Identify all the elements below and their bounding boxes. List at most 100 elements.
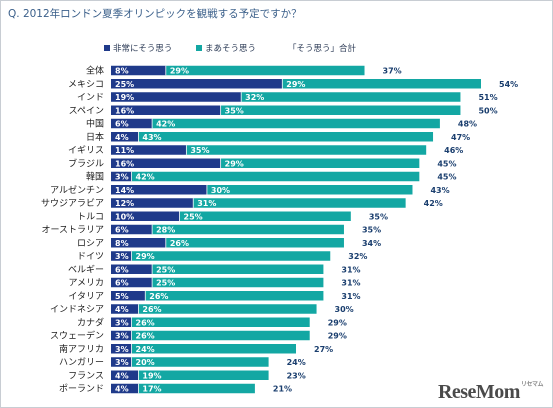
value-label-moderate: 42% (156, 120, 175, 129)
legend-swatch-moderate (196, 45, 202, 51)
bar-moderate (131, 344, 296, 354)
value-label-moderate: 29% (136, 252, 155, 261)
value-label-total: 45% (437, 173, 456, 182)
category-label: ドイツ (77, 252, 104, 262)
value-label-moderate: 32% (245, 93, 264, 102)
category-label: ベルギー (68, 264, 104, 275)
legend-label-strong: 非常にそう思う (113, 44, 173, 54)
value-label-moderate: 19% (142, 371, 161, 380)
value-label-total: 46% (444, 146, 463, 155)
bar-moderate (152, 264, 324, 274)
bar-strong (111, 132, 139, 142)
value-label-moderate: 35% (190, 146, 209, 155)
value-label-total: 50% (478, 106, 497, 115)
value-label-total: 31% (341, 292, 360, 301)
value-label-total: 51% (478, 93, 497, 102)
bar-strong (111, 357, 132, 367)
value-label-strong: 3% (115, 345, 129, 354)
bar-strong (111, 65, 166, 76)
bar-strong (111, 211, 180, 221)
legend: 非常にそう思う まあそう思う 「そう思う」合計 (0, 0, 553, 60)
value-label-moderate: 25% (156, 279, 175, 288)
value-label-strong: 3% (115, 358, 129, 367)
value-label-strong: 3% (115, 173, 129, 182)
category-label: 全体 (86, 65, 104, 77)
bar-strong (111, 185, 207, 195)
value-label-moderate: 26% (142, 305, 161, 314)
bar-moderate (131, 357, 269, 367)
category-label: サウジアラビア (41, 198, 104, 209)
bar-strong (111, 92, 242, 102)
bar-moderate (152, 277, 324, 288)
category-label: スウェーデン (50, 330, 104, 342)
resemom-logo: ReseMomリセマム (438, 381, 544, 404)
value-label-total: 29% (328, 332, 347, 341)
category-label: アメリカ (68, 278, 104, 289)
value-label-moderate: 29% (286, 80, 305, 89)
value-label-strong: 3% (115, 252, 129, 261)
category-label: 韓国 (86, 172, 104, 183)
value-label-strong: 3% (115, 318, 129, 327)
value-label-total: 48% (458, 120, 477, 129)
category-label: イギリス (68, 145, 104, 156)
value-label-total: 27% (314, 345, 333, 354)
category-label: ブラジル (68, 157, 104, 169)
value-label-strong: 14% (115, 186, 134, 195)
value-label-moderate: 24% (136, 345, 155, 354)
value-label-total: 30% (335, 305, 354, 314)
bar-strong (111, 145, 187, 155)
value-label-strong: 11% (115, 146, 134, 155)
legend-label-total: 「そう思う」合計 (288, 44, 357, 54)
bar-strong (111, 291, 146, 301)
value-label-total: 37% (383, 67, 402, 76)
value-label-strong: 4% (115, 385, 129, 394)
bar-strong (111, 330, 132, 341)
value-label-moderate: 26% (149, 292, 168, 301)
category-label: 中国 (86, 118, 104, 130)
value-label-moderate: 29% (170, 67, 189, 76)
bar-moderate (138, 370, 269, 380)
category-label: フランス (68, 370, 104, 381)
bar-strong (111, 304, 139, 314)
bar-strong (111, 251, 132, 261)
value-label-total: 34% (362, 239, 381, 248)
bar-moderate (193, 198, 406, 208)
value-label-strong: 3% (115, 332, 129, 341)
bar-moderate (152, 118, 440, 129)
bar-moderate (138, 383, 255, 394)
bar-moderate (206, 185, 413, 195)
bar-moderate (152, 224, 344, 235)
bar-moderate (138, 304, 317, 314)
category-label: カナダ (77, 316, 104, 328)
bar-strong (111, 238, 166, 248)
value-label-total: 31% (341, 279, 360, 288)
value-label-strong: 4% (115, 133, 129, 142)
bar-strong (111, 105, 221, 115)
bar-moderate (165, 238, 344, 248)
value-label-moderate: 26% (136, 332, 155, 341)
value-label-moderate: 43% (142, 133, 161, 142)
value-label-total: 43% (430, 186, 449, 195)
value-label-strong: 6% (115, 279, 129, 288)
bar-moderate (282, 79, 481, 89)
value-label-moderate: 17% (142, 385, 161, 394)
value-label-total: 45% (437, 159, 456, 168)
value-label-moderate: 30% (211, 186, 230, 195)
bar-moderate (138, 132, 434, 142)
value-label-strong: 6% (115, 226, 129, 235)
category-label: メキシコ (68, 80, 104, 90)
value-label-strong: 16% (115, 106, 134, 115)
value-label-total: 35% (362, 226, 381, 235)
bar-moderate (220, 158, 420, 168)
bar-moderate (131, 251, 331, 261)
category-label: ロシア (77, 239, 104, 249)
value-label-moderate: 20% (136, 358, 155, 367)
value-label-strong: 4% (115, 305, 129, 314)
value-label-moderate: 26% (136, 318, 155, 327)
value-label-moderate: 29% (225, 159, 244, 168)
bar-moderate (241, 92, 461, 102)
value-label-total: 24% (287, 358, 306, 367)
value-label-moderate: 42% (136, 173, 155, 182)
category-label: インド (77, 93, 104, 103)
